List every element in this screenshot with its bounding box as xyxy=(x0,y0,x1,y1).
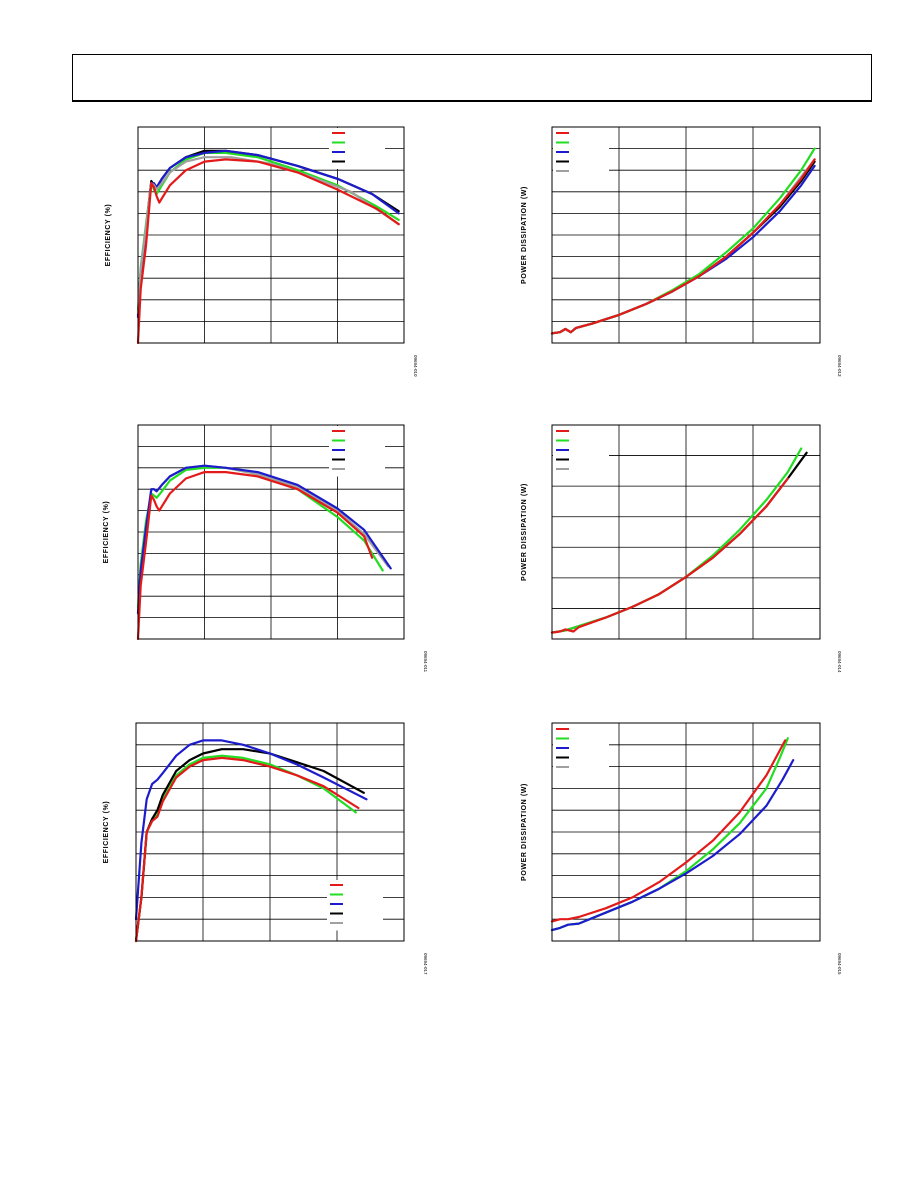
page-header-box xyxy=(72,54,872,102)
power-dissipation-chart-2: POWER DISSIPATION (W) 09694-014 xyxy=(521,424,842,673)
legend xyxy=(553,128,609,179)
figure-id: 09694-014 xyxy=(837,651,842,673)
legend xyxy=(553,426,609,477)
plot-frame xyxy=(551,424,821,640)
series-line-blue xyxy=(550,759,795,932)
plot-frame xyxy=(137,126,405,344)
power-dissipation-chart-1: POWER DISSIPATION (W) 09694-013 xyxy=(521,126,842,377)
chart-panel-eff2: EFFICIENCY (%) 09694-011 xyxy=(98,416,428,673)
efficiency-chart-1: EFFICIENCY (%) 09694-010 xyxy=(105,126,418,377)
legend-background xyxy=(329,128,385,169)
series-line-black xyxy=(550,451,808,634)
series-line-red xyxy=(550,158,816,335)
y-axis-label: EFFICIENCY (%) xyxy=(103,501,110,564)
efficiency-chart-3: EFFICIENCY (%) 09694-017 xyxy=(103,722,428,975)
series-line-blue xyxy=(550,164,816,335)
y-axis-label: POWER DISSIPATION (W) xyxy=(521,783,528,881)
y-axis-label: EFFICIENCY (%) xyxy=(103,801,110,864)
grid xyxy=(138,425,404,639)
legend xyxy=(329,426,385,477)
y-axis-label: EFFICIENCY (%) xyxy=(105,204,112,267)
legend xyxy=(553,724,609,775)
series-line-black xyxy=(550,160,816,335)
chart-panel-pd1: POWER DISSIPATION (W) 09694-013 xyxy=(512,118,842,377)
plot-frame xyxy=(135,722,405,942)
series-line-blue xyxy=(136,149,400,319)
power-dissipation-chart-3: POWER DISSIPATION (W) 09694-015 xyxy=(521,722,842,975)
figure-id: 09694-010 xyxy=(413,355,418,377)
plot-frame xyxy=(551,722,821,942)
series-line-red xyxy=(136,471,374,641)
figure-id: 09694-017 xyxy=(423,953,428,975)
plot-frame xyxy=(137,424,405,640)
series-line-black xyxy=(136,149,400,316)
plot-frame xyxy=(551,126,821,344)
legend xyxy=(327,880,383,931)
series-line-gray xyxy=(550,158,816,335)
chart-panel-eff1: EFFICIENCY (%) 09694-010 xyxy=(98,118,418,377)
figure-id: 09694-013 xyxy=(837,355,842,377)
grid xyxy=(552,723,820,941)
series-line-red xyxy=(550,739,787,923)
figure-id: 09694-015 xyxy=(837,953,842,975)
series-line-green xyxy=(136,151,400,312)
legend xyxy=(329,128,385,169)
y-axis-label: POWER DISSIPATION (W) xyxy=(521,186,528,284)
chart-panel-eff3: EFFICIENCY (%) 09694-017 xyxy=(98,714,428,975)
figure-id: 09694-011 xyxy=(423,651,428,673)
series-line-blue xyxy=(136,464,392,615)
efficiency-chart-2: EFFICIENCY (%) 09694-011 xyxy=(103,424,428,673)
y-axis-label: POWER DISSIPATION (W) xyxy=(521,483,528,581)
chart-panel-pd3: POWER DISSIPATION (W) 09694-015 xyxy=(512,714,842,975)
series-line-red xyxy=(550,477,789,634)
series-line-blue xyxy=(134,739,368,921)
series-line-red xyxy=(134,756,360,943)
chart-panel-pd2: POWER DISSIPATION (W) 09694-014 xyxy=(512,416,842,673)
series-line-red xyxy=(136,158,400,345)
